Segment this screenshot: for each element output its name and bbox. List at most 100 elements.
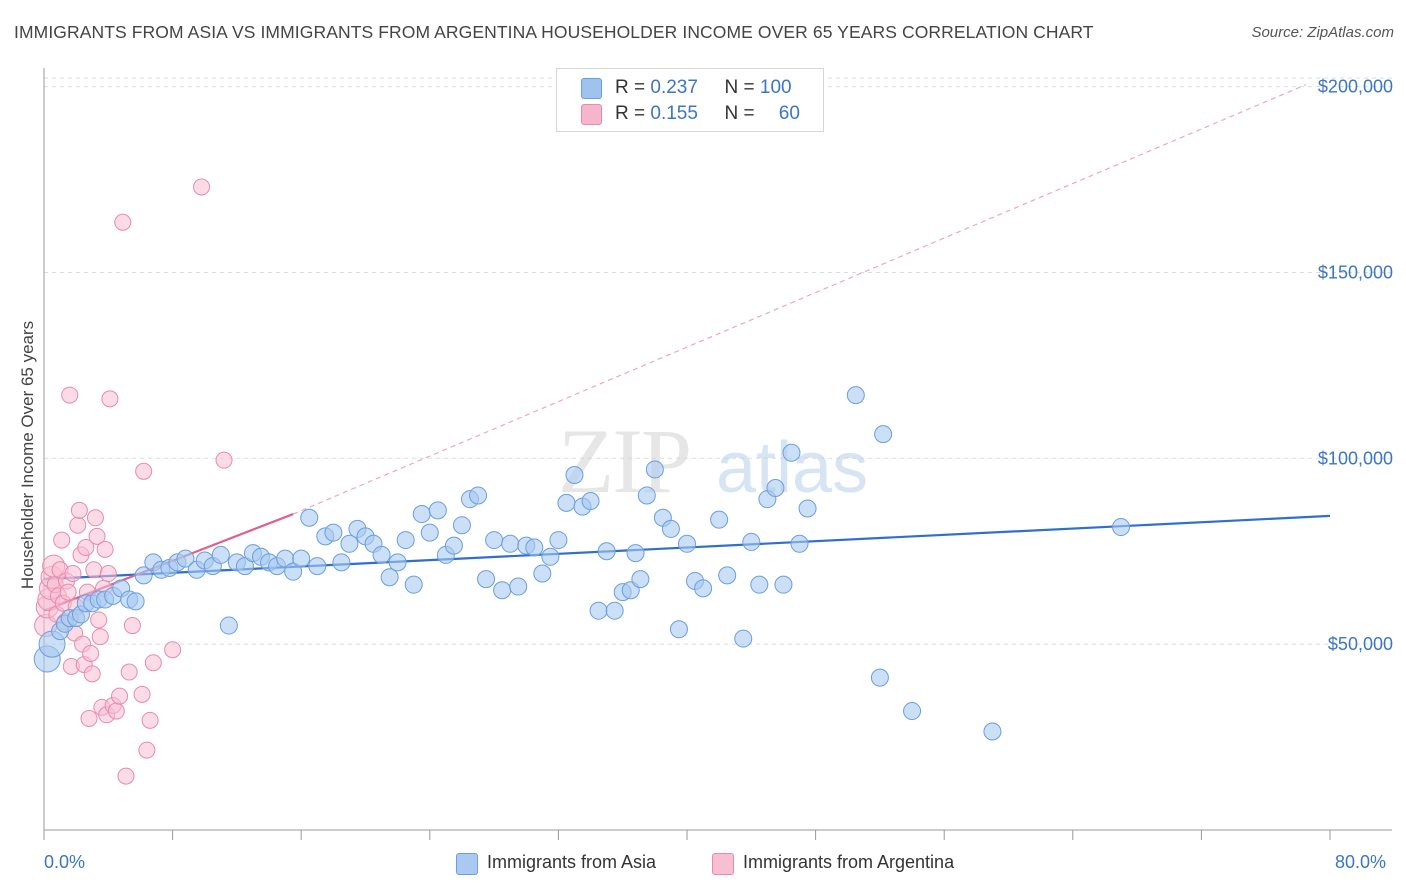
asia-point — [750, 575, 769, 594]
legend-r-label: R = — [615, 77, 646, 98]
argentina-point — [53, 531, 71, 549]
watermark: ZIP atlas — [558, 410, 868, 512]
asia-point — [134, 566, 153, 585]
asia-point — [324, 523, 343, 542]
asia-point — [678, 534, 696, 553]
asia-point — [846, 386, 865, 405]
y-tick-label: $100,000 — [1318, 448, 1393, 468]
asia-point — [308, 557, 327, 576]
asia-point — [219, 616, 238, 635]
asia-point — [557, 493, 576, 512]
asia-point — [332, 553, 351, 572]
legend-n-label: N = — [724, 77, 755, 98]
asia-point — [284, 562, 303, 581]
asia-point — [742, 532, 761, 551]
asia-point — [549, 531, 568, 550]
asia-point — [300, 508, 319, 527]
asia-point — [292, 549, 311, 568]
asia-point — [597, 542, 616, 561]
asia-point — [452, 516, 471, 535]
asia-point — [412, 505, 431, 524]
argentina-point — [215, 451, 233, 469]
asia-point — [469, 486, 488, 505]
asia-point — [404, 575, 423, 594]
asia-point — [428, 501, 447, 520]
argentina-point — [101, 390, 119, 408]
asia-point — [525, 538, 544, 557]
legend-r-value: 0.155 — [650, 103, 698, 124]
asia-point — [388, 553, 407, 572]
asia-point — [509, 577, 528, 596]
asia-point — [176, 549, 195, 568]
y-tick-label: $150,000 — [1318, 262, 1393, 282]
asia-point — [874, 425, 893, 444]
argentina-point — [69, 516, 87, 534]
argentina-point — [135, 462, 153, 480]
argentina-point — [141, 711, 159, 729]
argentina-point — [117, 767, 135, 785]
asia-point — [211, 545, 230, 564]
argentina-point — [80, 709, 98, 727]
asia-point — [631, 570, 650, 589]
series-legend-swatch-argentina — [712, 853, 734, 875]
asia-point — [589, 601, 608, 620]
correlation-legend: R = 0.237 N = 100 R = 0.155 N = 60 — [556, 68, 824, 132]
asia-point — [541, 547, 560, 566]
asia-point — [235, 557, 254, 576]
asia-point — [477, 570, 496, 589]
asia-point — [734, 629, 753, 648]
watermark-zip: ZIP — [558, 410, 690, 512]
axes — [43, 68, 1392, 840]
argentina-point — [64, 565, 82, 583]
series-legend-swatch-asia — [456, 853, 478, 875]
asia-point — [983, 722, 1002, 741]
asia-point — [396, 531, 415, 550]
asia-point — [718, 566, 737, 585]
asia-point — [645, 460, 664, 479]
asia-point — [380, 568, 399, 587]
legend-swatch-argentina — [581, 104, 602, 125]
x-tick-label-min: 0.0% — [44, 852, 86, 872]
asia-point — [626, 544, 645, 563]
source-credit: Source: ZipAtlas.com — [1251, 24, 1394, 41]
asia-point — [485, 531, 504, 550]
argentina-point — [77, 539, 95, 557]
asia-point — [605, 601, 624, 620]
asia-point — [581, 492, 600, 511]
argentina-point — [120, 663, 138, 681]
chart-title: IMMIGRANTS FROM ASIA VS IMMIGRANTS FROM … — [14, 22, 1094, 42]
argentina-point — [88, 527, 106, 545]
argentina-point — [164, 641, 182, 659]
trend-lines — [43, 84, 1331, 612]
argentina-point — [91, 628, 109, 646]
asia-point — [661, 519, 680, 538]
legend-r-label: R = — [615, 103, 646, 124]
asia-point — [774, 575, 793, 594]
asia-point — [790, 534, 809, 553]
argentina-point — [61, 386, 79, 404]
argentina-point — [138, 741, 156, 759]
y-axis-label: Householder Income Over 65 years — [18, 320, 37, 590]
asia-point — [501, 534, 520, 553]
asia-point — [694, 579, 713, 598]
legend-n-label: N = — [724, 103, 755, 124]
asia-point — [444, 536, 463, 555]
asia-point — [782, 443, 801, 462]
asia-point — [870, 668, 889, 687]
asia-point — [669, 620, 688, 639]
asia-point — [126, 592, 145, 611]
argentina-point — [85, 561, 103, 579]
argentina-point — [107, 702, 125, 720]
argentina-point — [114, 213, 132, 231]
asia-point — [340, 534, 359, 553]
argentina-point — [90, 611, 108, 629]
argentina-point — [111, 687, 129, 705]
legend-n-value: 60 — [778, 103, 800, 124]
asia-point — [766, 479, 785, 498]
argentina-point — [133, 685, 151, 703]
legend-n-value: 100 — [759, 77, 792, 98]
x-tick-label-max: 80.0% — [1335, 852, 1387, 872]
series-legend-label-argentina: Immigrants from Argentina — [743, 852, 955, 872]
asia-point — [1112, 518, 1131, 537]
